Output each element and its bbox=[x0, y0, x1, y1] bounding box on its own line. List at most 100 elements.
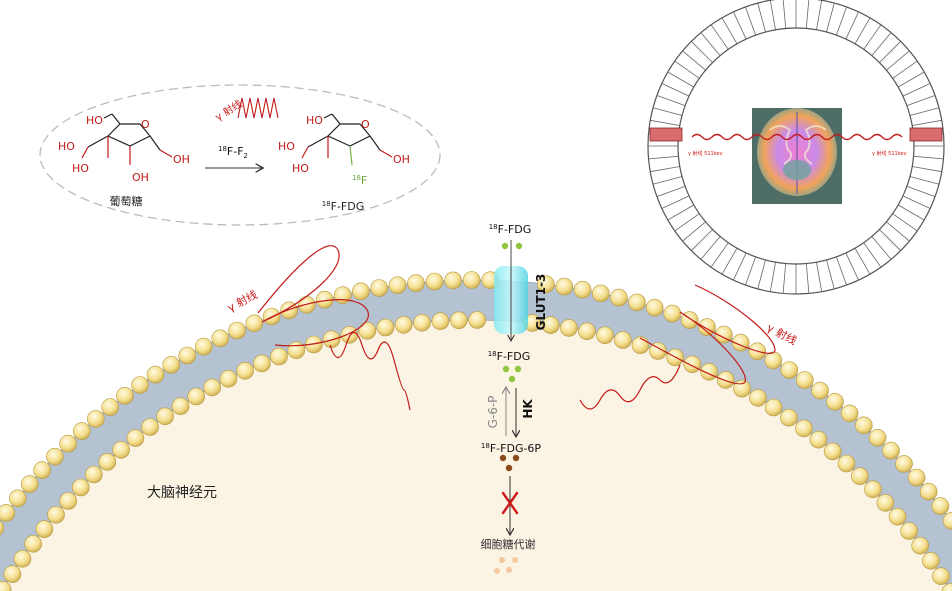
metabolite-dot bbox=[494, 568, 500, 574]
lipid-head-outer bbox=[573, 280, 592, 299]
metabolism-label: 细胞糖代谢 bbox=[481, 537, 536, 551]
lipid-head-inner bbox=[0, 581, 12, 591]
detector-segment bbox=[700, 32, 721, 56]
lipid-head-outer bbox=[610, 288, 628, 307]
lipid-head-outer bbox=[407, 274, 425, 292]
lipid-head-outer bbox=[907, 468, 926, 487]
lipid-head-outer bbox=[425, 272, 444, 291]
lipid-head-inner bbox=[733, 379, 751, 398]
detector-segment bbox=[661, 83, 690, 97]
cell-membrane bbox=[0, 271, 952, 591]
lipid-head-inner bbox=[578, 322, 596, 341]
lipid-head-outer bbox=[370, 279, 389, 297]
lipid-head-inner bbox=[156, 407, 174, 426]
fdg-label: 18F-FDG bbox=[322, 200, 365, 213]
detector-segment bbox=[745, 256, 756, 286]
lipid-head-outer bbox=[228, 321, 246, 340]
detector-segment bbox=[721, 17, 738, 44]
lipid-head-outer bbox=[162, 355, 180, 374]
lipid-head-outer bbox=[8, 489, 27, 508]
lipid-head-inner bbox=[98, 453, 117, 471]
lipid-head-outer bbox=[795, 371, 814, 389]
detector-segment bbox=[863, 24, 882, 50]
detector-segment bbox=[906, 95, 936, 106]
metabolite-dot bbox=[512, 557, 518, 563]
reagent-label: 18F-F2 bbox=[218, 145, 248, 160]
detector-segment bbox=[782, 263, 787, 294]
lipid-head-outer bbox=[116, 386, 134, 405]
g6p-label: G-6-P bbox=[486, 396, 500, 429]
brain-pet-image bbox=[752, 108, 842, 204]
lipid-head-outer bbox=[101, 398, 119, 416]
lipid-head-inner bbox=[941, 583, 952, 591]
detector-segment bbox=[757, 259, 766, 290]
lipid-head-outer bbox=[931, 497, 950, 515]
detector-segment bbox=[898, 71, 925, 88]
lipid-head-inner bbox=[35, 520, 54, 538]
lipid-head-inner bbox=[270, 347, 288, 366]
lipid-head-inner bbox=[72, 478, 90, 497]
detector-segment bbox=[710, 24, 729, 50]
detector-segment bbox=[836, 256, 847, 286]
lipid-head-inner bbox=[795, 419, 813, 438]
glucose-atom: HO bbox=[86, 114, 103, 127]
lipid-head-inner bbox=[3, 565, 22, 583]
lipid-head-inner bbox=[876, 493, 895, 512]
detector-segment bbox=[650, 166, 680, 173]
lipid-head-inner bbox=[851, 467, 869, 486]
lipid-head-inner bbox=[809, 430, 828, 449]
lipid-head-inner bbox=[322, 330, 341, 349]
lipid-head-outer bbox=[882, 441, 900, 460]
lipid-head-inner bbox=[716, 371, 735, 389]
lipid-head-outer bbox=[715, 325, 733, 344]
glucose-structure bbox=[81, 113, 173, 165]
lipid-head-outer bbox=[811, 381, 829, 400]
lipid-head-outer bbox=[826, 392, 844, 411]
lipid-head-outer bbox=[895, 455, 913, 473]
detector-segment bbox=[902, 83, 931, 97]
fdg-atom: HO bbox=[292, 162, 309, 175]
lipid-head-outer bbox=[178, 346, 197, 365]
lipid-head-outer bbox=[780, 361, 799, 379]
fdg6p-molecule bbox=[499, 454, 507, 462]
lipid-head-inner bbox=[85, 465, 103, 484]
lipid-head-inner bbox=[126, 429, 145, 447]
fdg-structure bbox=[301, 113, 393, 166]
lipid-head-inner bbox=[837, 454, 856, 473]
fdg-molecule bbox=[501, 242, 509, 250]
detector-segment bbox=[912, 119, 942, 126]
lipid-head-outer bbox=[628, 293, 646, 312]
detector-segment bbox=[769, 0, 776, 30]
lipid-head-outer bbox=[645, 298, 664, 317]
lipid-head-inner bbox=[613, 331, 632, 349]
lipid-head-inner bbox=[236, 361, 254, 380]
detector-hit-left bbox=[649, 127, 683, 142]
lipid-head-inner bbox=[413, 313, 431, 332]
detector-segment bbox=[691, 229, 713, 251]
lipid-head-inner bbox=[219, 369, 238, 388]
fdg-molecule bbox=[515, 242, 523, 250]
gamma-ray-right bbox=[579, 284, 776, 410]
detector-segment bbox=[682, 50, 706, 71]
lipid-head-outer bbox=[537, 275, 555, 294]
lipid-head-outer bbox=[20, 475, 39, 493]
lipid-head-outer bbox=[46, 447, 64, 466]
lipid-head-outer bbox=[555, 277, 574, 296]
fdg-outside-label: 18F-FDG bbox=[489, 223, 532, 236]
lipid-head-inner bbox=[596, 326, 614, 345]
lipid-head-inner bbox=[112, 440, 130, 459]
lipid-head-inner bbox=[631, 336, 650, 355]
lipid-head-inner bbox=[649, 342, 667, 360]
lipid-head-inner bbox=[932, 567, 950, 586]
fdg-atom: HO bbox=[306, 114, 323, 127]
glucose-label: 葡萄糖 bbox=[110, 194, 143, 208]
detector-segment bbox=[909, 176, 940, 185]
detector-segment bbox=[845, 11, 859, 40]
detector-segment bbox=[710, 242, 729, 268]
fdg-atom: HO bbox=[278, 140, 295, 153]
lipid-head-inner bbox=[541, 316, 560, 334]
detector-segment bbox=[656, 186, 686, 197]
detector-segment bbox=[733, 11, 747, 40]
lipid-head-inner bbox=[47, 505, 65, 524]
detector-segment bbox=[805, 0, 810, 29]
